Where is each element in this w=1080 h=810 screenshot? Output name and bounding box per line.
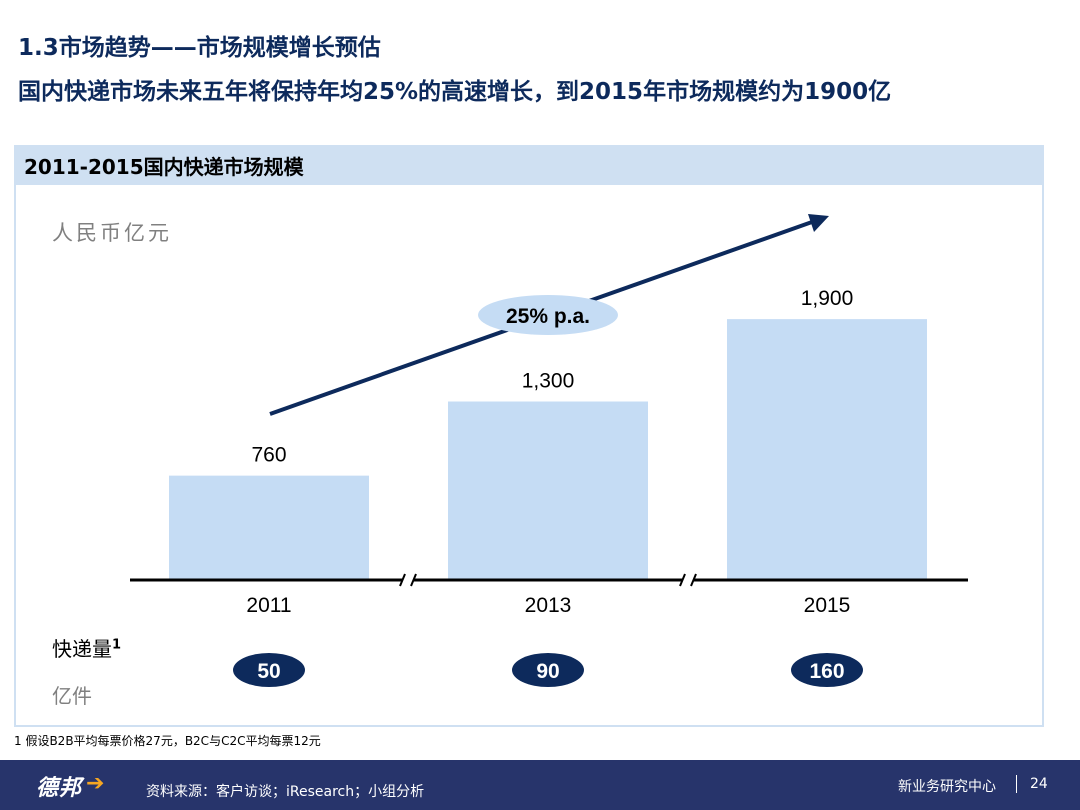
bar-value-label: 1,300 [522, 370, 575, 393]
bar-value-label: 760 [251, 444, 286, 467]
footnote: 1 假设B2B平均每票价格27元，B2C与C2C平均每票12元 [14, 734, 321, 748]
axis-break-gap [402, 576, 414, 584]
footer-divider [1016, 775, 1017, 793]
volume-value-label: 160 [809, 660, 844, 683]
department-name: 新业务研究中心 [898, 779, 996, 795]
axis-break-gap [682, 576, 694, 584]
x-tick-label: 2015 [804, 594, 851, 617]
slide-headline: 国内快递市场未来五年将保持年均25%的高速增长，到2015年市场规模约为1900… [18, 79, 892, 105]
axis-break-mark [410, 573, 417, 587]
volume-value-label: 50 [257, 660, 280, 683]
volume-label: 快递量1 [52, 637, 122, 661]
growth-rate-ellipse [478, 295, 618, 335]
unit-label: 人民币亿元 [52, 221, 172, 245]
axis-break-mark [679, 573, 686, 587]
logo-arrow-icon: ➔ [86, 771, 105, 796]
x-tick-label: 2011 [246, 594, 291, 617]
chart-panel [14, 145, 1044, 727]
bar-2013 [448, 401, 648, 580]
page-number: 24 [1030, 776, 1048, 792]
axis-break-mark [399, 573, 406, 587]
bar-2015 [727, 319, 927, 580]
volume-badge-2011 [233, 653, 305, 687]
source-note: 资料来源：客户访谈；iResearch；小组分析 [146, 784, 425, 800]
growth-arrow-head [808, 214, 829, 232]
axis-break-mark [690, 573, 697, 587]
footer-bar [0, 760, 1080, 810]
x-tick-label: 2013 [525, 594, 572, 617]
panel-header [14, 145, 1044, 185]
company-logo: 德邦 [36, 776, 83, 801]
bar-2011 [169, 475, 369, 580]
slide-title: 1.3市场趋势——市场规模增长预估 [18, 35, 381, 61]
volume-badge-2015 [791, 653, 863, 687]
volume-unit: 亿件 [52, 684, 92, 708]
panel-title: 2011-2015国内快递市场规模 [24, 155, 304, 179]
growth-rate-label: 25% p.a. [506, 305, 590, 328]
bar-value-label: 1,900 [801, 287, 854, 310]
volume-value-label: 90 [536, 660, 559, 683]
volume-badge-2013 [512, 653, 584, 687]
market-size-chart: 760 1,300 1,900 2011 2013 2015 25% p.a. 50 90 160 [130, 214, 968, 687]
